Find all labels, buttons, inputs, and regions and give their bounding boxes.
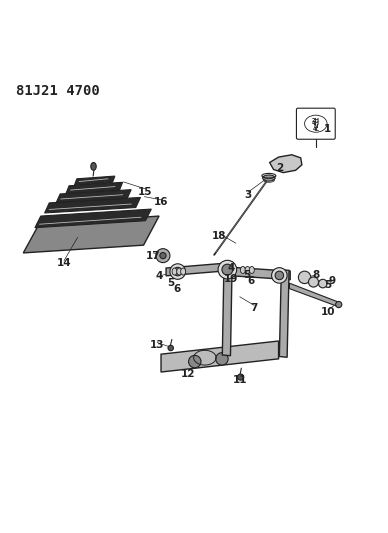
Circle shape: [336, 302, 342, 308]
Text: 1: 1: [324, 124, 331, 134]
Circle shape: [156, 249, 170, 263]
Circle shape: [222, 264, 233, 275]
Ellipse shape: [181, 268, 185, 275]
Polygon shape: [279, 270, 289, 357]
Text: 4H: 4H: [312, 121, 320, 126]
Text: 2H: 2H: [312, 118, 320, 123]
Circle shape: [272, 268, 287, 283]
Text: 16: 16: [154, 198, 168, 207]
Polygon shape: [74, 176, 115, 185]
Text: 12: 12: [181, 369, 196, 379]
Ellipse shape: [245, 266, 250, 273]
Text: 7: 7: [250, 303, 258, 313]
Polygon shape: [161, 341, 279, 372]
Circle shape: [216, 353, 228, 365]
Text: 6: 6: [248, 276, 255, 286]
Text: 9: 9: [328, 276, 335, 286]
Text: 19: 19: [223, 274, 238, 284]
Ellipse shape: [240, 266, 245, 273]
Ellipse shape: [263, 175, 275, 181]
Text: 5: 5: [243, 270, 250, 280]
Polygon shape: [35, 209, 151, 228]
Text: 4L: 4L: [312, 127, 319, 132]
Circle shape: [298, 271, 311, 284]
Polygon shape: [23, 216, 159, 253]
Ellipse shape: [172, 268, 177, 275]
Polygon shape: [270, 155, 302, 173]
Circle shape: [168, 345, 173, 351]
Polygon shape: [56, 190, 131, 203]
Text: N: N: [314, 124, 318, 129]
Text: 3: 3: [245, 190, 252, 200]
Text: 13: 13: [150, 340, 165, 350]
Text: 4: 4: [227, 263, 235, 273]
Text: 5: 5: [167, 278, 174, 288]
Text: 14: 14: [57, 259, 71, 269]
Circle shape: [170, 264, 185, 279]
Ellipse shape: [249, 266, 255, 273]
Text: 2: 2: [276, 163, 283, 173]
Circle shape: [308, 277, 319, 287]
Text: 18: 18: [212, 231, 227, 241]
Text: 10: 10: [320, 307, 335, 317]
Polygon shape: [289, 283, 339, 307]
Text: 5: 5: [324, 280, 331, 290]
Text: 11: 11: [233, 375, 248, 385]
Circle shape: [189, 356, 201, 368]
Circle shape: [319, 279, 327, 288]
Circle shape: [173, 267, 182, 276]
Polygon shape: [66, 182, 123, 193]
Text: 81J21 4700: 81J21 4700: [16, 84, 99, 98]
Ellipse shape: [91, 163, 96, 170]
Circle shape: [218, 260, 237, 279]
Polygon shape: [166, 263, 232, 276]
Text: 6: 6: [173, 284, 180, 294]
FancyBboxPatch shape: [296, 108, 335, 139]
Circle shape: [275, 271, 284, 280]
Ellipse shape: [177, 268, 182, 275]
Circle shape: [160, 253, 166, 259]
Text: 8: 8: [313, 270, 320, 280]
Polygon shape: [232, 267, 290, 280]
Polygon shape: [222, 269, 232, 356]
Polygon shape: [45, 197, 140, 213]
Text: 17: 17: [146, 251, 161, 261]
Text: 4: 4: [155, 271, 163, 281]
Text: 15: 15: [138, 187, 153, 197]
Circle shape: [237, 374, 244, 380]
